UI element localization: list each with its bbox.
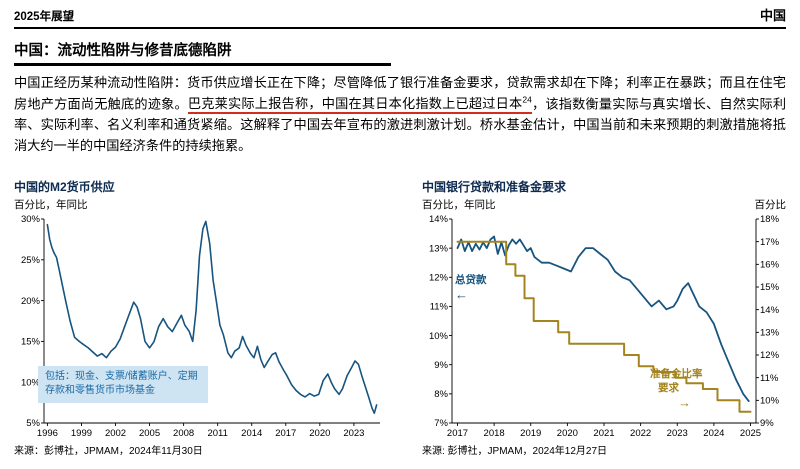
loans-chart-title: 中国银行贷款和准备金要求 <box>422 180 567 195</box>
svg-text:15%: 15% <box>760 282 780 293</box>
svg-text:2023: 2023 <box>667 428 688 439</box>
svg-text:2023: 2023 <box>343 428 364 439</box>
svg-text:8%: 8% <box>434 389 448 400</box>
total-loans-series-label: 总贷款 ← <box>455 274 487 301</box>
svg-text:12%: 12% <box>760 350 780 361</box>
svg-text:2014: 2014 <box>241 428 262 439</box>
svg-text:1996: 1996 <box>37 428 58 439</box>
svg-text:18%: 18% <box>760 214 780 225</box>
svg-text:5%: 5% <box>26 418 40 429</box>
loans-chart-source: 来源: 彭博社，JPMAM，2024年12月27日 <box>422 446 608 458</box>
svg-text:2021: 2021 <box>593 428 614 439</box>
svg-text:14%: 14% <box>429 214 449 225</box>
m2-definition-note: 包括：现金、支票/储蓄账户、定期存款和零售货币市场基金 <box>38 366 208 403</box>
paragraph-part-2: ，该指数衡量实际与真实增长、自然实际利率、实际利率、名义利率和通货紧缩。这解释了… <box>14 96 787 153</box>
body-paragraph: 中国正经历某种流动性陷阱：货币供应增长正在下降；尽管降低了银行准备金要求，贷款需… <box>14 73 786 156</box>
svg-text:9%: 9% <box>434 360 448 371</box>
svg-text:20%: 20% <box>21 296 41 307</box>
svg-text:2025: 2025 <box>740 428 761 439</box>
loans-rrr-line-chart: 7% 8% 9% 10% 11% 12% 13% 14% 9% 10% 11% 12% 13% 14% 15… <box>429 214 780 439</box>
svg-text:13%: 13% <box>760 328 780 339</box>
svg-text:12%: 12% <box>429 273 449 284</box>
rrr-label-line2: 要求 <box>658 381 679 394</box>
loans-axis-unit-right: 百分比 <box>754 199 787 212</box>
svg-text:2024: 2024 <box>703 428 724 439</box>
page-header: 2025年展望 中国 <box>14 5 786 29</box>
svg-text:2018: 2018 <box>484 428 505 439</box>
svg-text:2022: 2022 <box>630 428 651 439</box>
page-title: 中国：流动性陷阱与修昔底德陷阱 <box>14 39 391 66</box>
svg-text:7%: 7% <box>434 418 448 429</box>
rrr-label-line1: 准备金比率 <box>650 368 703 381</box>
footnote-superscript: 24 <box>522 94 532 105</box>
svg-text:2005: 2005 <box>139 428 160 439</box>
svg-text:11%: 11% <box>760 373 779 384</box>
svg-text:10%: 10% <box>429 331 449 342</box>
red-underlined-text: 巴克莱实际上报告称，中国在其日本化指数上已超过日本24 <box>187 94 532 115</box>
header-country-label: 中国 <box>759 8 786 23</box>
svg-text:2019: 2019 <box>520 428 541 439</box>
svg-text:9%: 9% <box>760 418 774 429</box>
m2-chart-source: 来源：彭博社，JPMAM，2024年11月30日 <box>14 446 203 458</box>
svg-text:10%: 10% <box>760 396 780 407</box>
left-arrow-icon: ← <box>455 286 468 302</box>
svg-text:2002: 2002 <box>105 428 126 439</box>
m2-axis-unit-label: 百分比，年同比 <box>14 199 88 212</box>
svg-text:25%: 25% <box>21 255 41 266</box>
svg-text:16%: 16% <box>760 260 780 271</box>
highlight-text: 巴克莱实际上报告称，中国在其日本化指数上已超过日本 <box>187 96 523 112</box>
svg-text:2020: 2020 <box>309 428 330 439</box>
m2-chart-subtitle-row: 百分比，年同比 <box>14 197 386 212</box>
reserve-requirement-series-label: 准备金比率 要求 → <box>650 368 703 408</box>
svg-text:15%: 15% <box>21 337 41 348</box>
svg-text:17%: 17% <box>760 237 780 248</box>
svg-text:2020: 2020 <box>557 428 578 439</box>
svg-text:11%: 11% <box>430 302 449 313</box>
loans-rrr-chart-block: 中国银行贷款和准备金要求 百分比，年同比 百分比 7% 8% 9% 10% 11% 12%… <box>422 178 786 457</box>
svg-text:2017: 2017 <box>275 428 296 439</box>
m2-chart-title: 中国的M2货币供应 <box>14 180 115 195</box>
paragraph-part-1: 中国正经历某种流动性陷阱：货币供应增长正在下降；尽管降低了银行准备金要求，贷款需… <box>14 75 786 112</box>
total-loans-label-text: 总贷款 <box>455 274 487 287</box>
svg-text:13%: 13% <box>429 244 449 255</box>
loans-axis-unit-left: 百分比，年同比 <box>422 199 496 212</box>
right-arrow-icon: → <box>678 394 691 410</box>
svg-text:10%: 10% <box>21 378 41 389</box>
svg-text:2017: 2017 <box>447 428 468 439</box>
svg-text:2008: 2008 <box>173 428 194 439</box>
charts-row: 中国的M2货币供应 百分比，年同比 5% 10% 15% 20% 25% 30% 1996 1… <box>14 178 786 457</box>
header-outlook-label: 2025年展望 <box>14 11 75 23</box>
svg-text:2011: 2011 <box>207 428 227 439</box>
m2-line-chart: 5% 10% 15% 20% 25% 30% 1996 1999 2002 2005 2008 201… <box>21 214 380 439</box>
svg-text:1999: 1999 <box>71 428 92 439</box>
m2-chart-block: 中国的M2货币供应 百分比，年同比 5% 10% 15% 20% 25% 30% 1996 1… <box>14 178 386 457</box>
loans-chart-subtitle-row: 百分比，年同比 百分比 <box>422 197 786 212</box>
svg-text:30%: 30% <box>21 214 41 225</box>
svg-text:14%: 14% <box>760 305 780 316</box>
